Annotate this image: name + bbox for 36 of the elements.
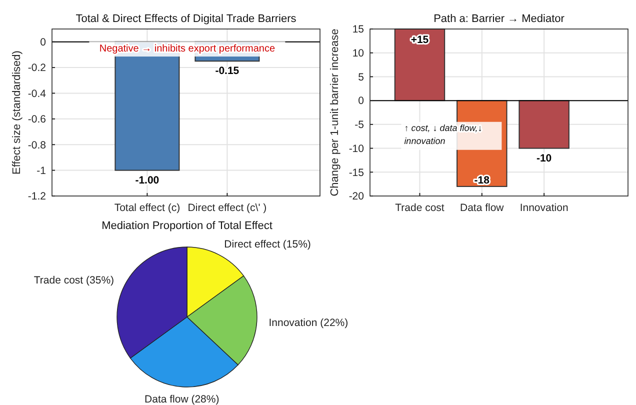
y-tick-label: 0 <box>40 36 46 49</box>
y-tick-label: -0.4 <box>28 88 46 100</box>
y-axis-title: Effect size (standardised) <box>11 50 23 174</box>
data-label: -1.00 <box>135 174 160 186</box>
x-tick-label: Innovation <box>520 202 568 214</box>
chart-title: Mediation Proportion of Total Effect <box>102 220 272 232</box>
chart-title: Path a: Barrier → Mediator <box>434 13 565 25</box>
y-tick-label: -0.8 <box>28 139 46 152</box>
slice-label: Direct effect (15%) <box>224 238 311 251</box>
x-tick-label: Direct effect (c\' ) <box>188 202 267 214</box>
y-tick-label: -5 <box>354 119 364 132</box>
data-label: +15 <box>410 34 429 46</box>
x-tick-label: Trade cost <box>395 202 444 214</box>
annotation: ↑ cost, ↓ data flow,↓ innovation <box>404 122 482 146</box>
slice-label: Trade cost (35%) <box>34 274 114 286</box>
y-tick-label: -1 <box>36 164 46 177</box>
y-axis-title: Change per 1-unit barrier increase <box>329 28 341 196</box>
y-tick-label: -20 <box>348 190 364 203</box>
slice-label: Data flow (28%) <box>144 393 220 405</box>
y-tick-label: -0.6 <box>28 114 46 126</box>
y-tick-label: 5 <box>358 71 364 84</box>
y-tick-label: 15 <box>352 24 364 36</box>
x-tick-label: Data flow <box>460 202 504 214</box>
annotation: Negative → inhibits export performance <box>99 44 276 55</box>
y-tick-label: 10 <box>352 48 364 60</box>
data-label: -10 <box>536 152 552 164</box>
y-tick-label: -0.2 <box>28 62 46 74</box>
x-tick-label: Total effect (c) <box>114 202 180 214</box>
chart-title: Total & Direct Effects of Digital Trade Barriers <box>76 13 297 25</box>
data-label: -18 <box>474 174 490 186</box>
y-tick-label: -15 <box>348 166 364 179</box>
data-label: -0.15 <box>215 65 240 78</box>
y-tick-label: -1.2 <box>28 190 46 203</box>
slice-label: Innovation (22%) <box>268 316 348 329</box>
y-tick-label: -10 <box>348 142 364 155</box>
y-tick-label: 0 <box>358 95 364 108</box>
